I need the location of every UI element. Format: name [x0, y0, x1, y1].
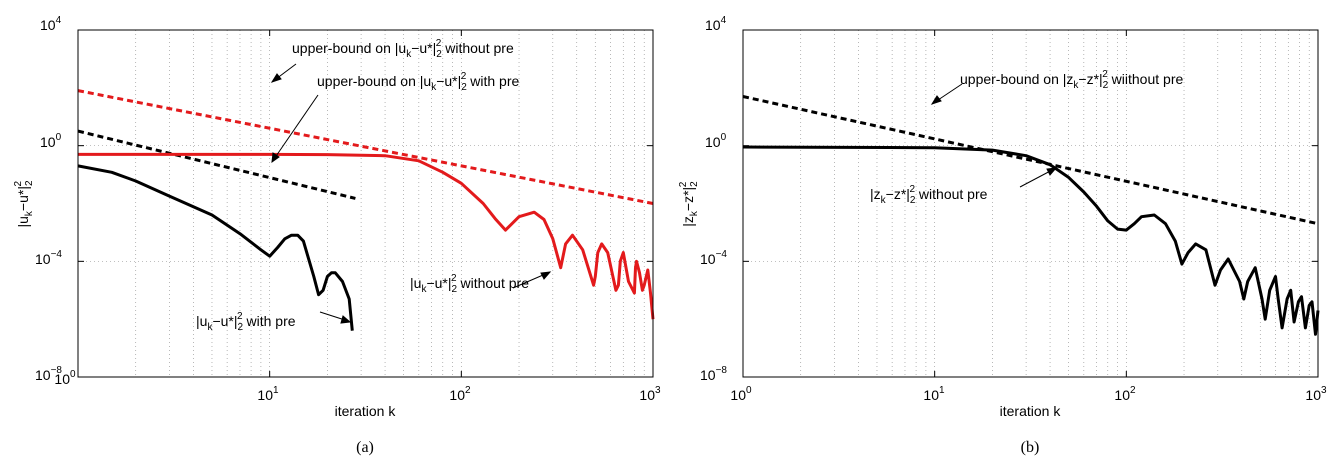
panel-b-ticks	[742, 29, 1319, 378]
panel-a-series-0	[77, 89, 654, 205]
panel-a-arrowhead-3	[340, 315, 352, 324]
panel-b-xtick-0: 100	[730, 385, 752, 403]
panel-a-axes-box	[77, 29, 654, 378]
panel-b: 100 101 102 103 104 100 10−4 10−8 iterat…	[678, 15, 1327, 456]
panel-b-annotation-0: upper-bound on |zk−z*|22 wiithout pre	[960, 69, 1183, 91]
panel-b-series-0	[742, 95, 1319, 226]
panel-b-ytick-3: 104	[705, 15, 727, 33]
panel-b-ytick-0: 10−8	[700, 365, 727, 383]
panel-a-arrow-1	[271, 94, 319, 163]
panel-a-annotation-1: upper-bound on |uk−u*|22 with pre	[317, 71, 519, 93]
panel-b-ylabel: |zk−z*|22	[678, 181, 700, 227]
panel-a-ytick-0: 10−8	[35, 365, 62, 383]
panel-a-xtick-1: 101	[257, 385, 279, 403]
panel-a-ytick-3: 104	[40, 15, 62, 33]
panel-b-annotation-1: |zk−z*|22 without pre	[870, 184, 988, 206]
panel-b-axes-box	[742, 29, 1319, 378]
panel-a-xlabel: iteration k	[335, 403, 397, 419]
panel-b-ytick-2: 100	[705, 132, 727, 150]
panel-a-ytick-2: 100	[40, 132, 62, 150]
panel-b-arrowhead-1	[1046, 167, 1058, 176]
panel-a-arrowhead-0	[270, 73, 282, 83]
panel-a-series-1	[77, 129, 356, 200]
panel-a-annotation-arrows	[270, 63, 552, 324]
panel-a-xtick-2: 102	[449, 385, 471, 403]
panel-b-ytick-1: 10−4	[700, 249, 727, 267]
panel-a-arrowhead-2	[540, 271, 552, 280]
panel-a-xtick-0: 100	[54, 369, 76, 387]
panel-a-annotation-3: |uk−u*|22 with pre	[196, 311, 296, 333]
panel-a-annotation-0: upper-bound on |uk−u*|22 without pre	[292, 38, 514, 60]
panel-a-series-2	[78, 152, 655, 320]
panel-a-annotation-2: |uk−u*|22 without pre	[410, 273, 529, 295]
panel-a-ticks	[77, 29, 654, 378]
panel-b-annotation-arrows	[930, 83, 1058, 188]
panel-b-arrowhead-0	[930, 95, 942, 105]
panel-b-xtick-2: 102	[1114, 385, 1136, 403]
panel-b-caption: (b)	[1021, 439, 1040, 456]
panel-a-arrowhead-1	[271, 152, 280, 164]
panel-a-caption: (a)	[356, 439, 374, 456]
panel-a-series	[77, 89, 655, 331]
panel-b-xlabel: iteration k	[1000, 403, 1062, 419]
panel-a: 100 101 102 103 104 100 10−4 10−8 iterat…	[13, 15, 661, 456]
panel-b-xtick-3: 103	[1305, 385, 1327, 403]
panel-b-series-1	[742, 145, 1320, 336]
panel-b-xtick-1: 101	[923, 385, 945, 403]
panel-b-series	[742, 95, 1320, 336]
panel-a-ylabel: |uk−u*|22	[13, 180, 35, 227]
panel-a-ytick-1: 10−4	[35, 249, 62, 267]
panel-a-series-3	[77, 164, 354, 331]
panel-a-xtick-3: 103	[639, 385, 661, 403]
